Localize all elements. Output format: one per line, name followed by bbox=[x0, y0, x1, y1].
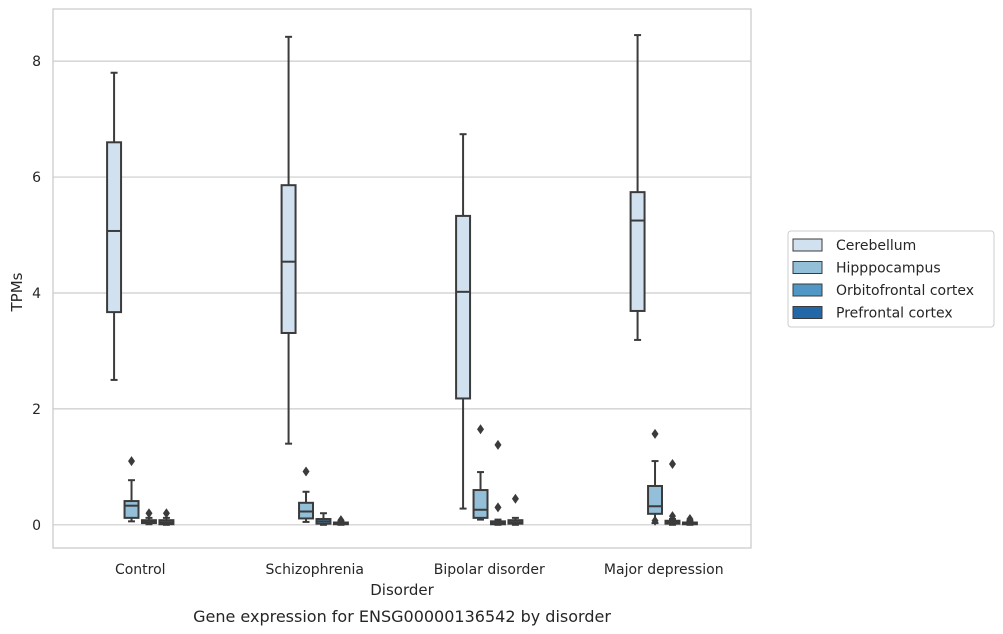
x-tick-label: Major depression bbox=[604, 562, 724, 578]
y-tick-label: 0 bbox=[32, 518, 41, 534]
outlier-point bbox=[477, 424, 485, 435]
outlier-point bbox=[668, 458, 676, 469]
box-hipppocampus bbox=[123, 456, 140, 523]
outlier-point bbox=[686, 514, 694, 525]
box-orbitofrontal-cortex bbox=[315, 512, 332, 526]
legend-swatch bbox=[792, 238, 823, 252]
outlier-point bbox=[651, 428, 659, 439]
legend-label: Orbitofrontal cortex bbox=[836, 283, 974, 299]
box-hipppocampus bbox=[298, 466, 315, 523]
box-orbitofrontal-cortex bbox=[664, 458, 681, 526]
box-prefrontal-cortex bbox=[681, 514, 698, 526]
box-hipppocampus bbox=[647, 428, 664, 526]
outlier-point bbox=[494, 439, 502, 450]
y-tick-label: 6 bbox=[32, 170, 41, 186]
outlier-point bbox=[302, 466, 310, 477]
box-hipppocampus bbox=[472, 424, 489, 521]
box-plots bbox=[106, 34, 698, 526]
y-tick-label: 4 bbox=[32, 286, 41, 302]
y-axis-label: TPMs bbox=[8, 272, 26, 312]
legend-label: Prefrontal cortex bbox=[836, 306, 953, 322]
box-iqr bbox=[647, 484, 664, 515]
outlier-point bbox=[494, 502, 502, 513]
box-cerebellum bbox=[106, 71, 123, 381]
box-iqr bbox=[472, 489, 489, 519]
box-orbitofrontal-cortex bbox=[489, 439, 506, 526]
outlier-point bbox=[511, 493, 519, 504]
legend-swatch bbox=[792, 283, 823, 297]
outlier-point bbox=[128, 456, 136, 467]
legend-frame bbox=[787, 230, 995, 328]
outlier-point bbox=[162, 508, 170, 519]
box-orbitofrontal-cortex bbox=[140, 508, 157, 526]
outlier-point bbox=[668, 511, 676, 522]
box-prefrontal-cortex bbox=[507, 493, 524, 526]
box-cerebellum bbox=[455, 133, 472, 510]
box-iqr bbox=[106, 141, 123, 314]
x-axis-ticks: Control Schizophrenia Bipolar disorder Majo… bbox=[115, 562, 724, 578]
legend-swatch bbox=[792, 306, 823, 319]
box-iqr bbox=[455, 214, 472, 400]
x-tick-label: Control bbox=[115, 562, 166, 578]
box-cerebellum bbox=[629, 34, 646, 341]
outlier-point bbox=[337, 515, 345, 526]
y-tick-label: 2 bbox=[32, 402, 41, 418]
y-axis-ticks: 0 2 4 6 8 bbox=[32, 54, 41, 534]
chart-caption: Gene expression for ENSG00000136542 by d… bbox=[193, 607, 611, 626]
legend: Cerebellum Hipppocampus Orbitofrontal cort… bbox=[787, 230, 995, 328]
x-tick-label: Schizophrenia bbox=[266, 562, 364, 578]
box-iqr bbox=[280, 184, 297, 334]
box-iqr bbox=[123, 500, 140, 519]
gridlines bbox=[53, 60, 751, 526]
y-tick-label: 8 bbox=[32, 54, 41, 70]
outlier-point bbox=[651, 515, 659, 526]
box-prefrontal-cortex bbox=[158, 508, 175, 526]
x-tick-label: Bipolar disorder bbox=[434, 562, 545, 578]
outlier-point bbox=[145, 508, 153, 519]
legend-label: Hipppocampus bbox=[836, 261, 941, 277]
box-iqr bbox=[629, 191, 646, 312]
x-axis-label: Disorder bbox=[370, 581, 434, 599]
plot-frame bbox=[52, 8, 752, 549]
box-prefrontal-cortex bbox=[332, 515, 349, 526]
box-cerebellum bbox=[280, 35, 297, 445]
legend-swatch bbox=[792, 261, 823, 274]
legend-label: Cerebellum bbox=[836, 238, 916, 254]
